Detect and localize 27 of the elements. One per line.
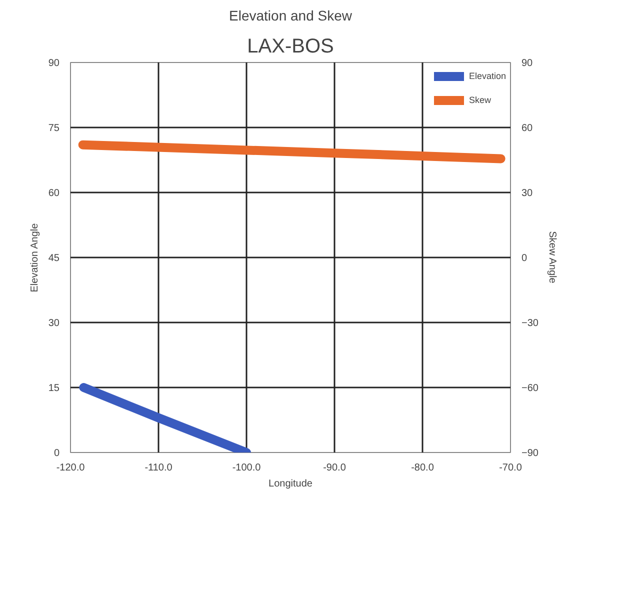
x-tick-label: -80.0 [411,462,434,474]
y-tick-label: 75 [48,123,60,134]
y-tick-label: 60 [48,188,60,199]
y2-tick-label: 90 [522,58,534,69]
y2-tick-label: 30 [522,188,534,199]
y-tick-label: 30 [48,318,60,329]
x-tick-label: -120.0 [56,462,86,474]
chart-title: Elevation and Skew [229,8,353,24]
x-tick-label: -70.0 [499,462,522,474]
y-tick-label: 45 [48,253,60,264]
x-tick-label: -110.0 [144,462,173,474]
legend-label: Elevation [468,71,506,81]
y-tick-label: 0 [54,448,60,459]
y2-tick-label: 0 [522,253,528,264]
y-tick-label: 90 [48,58,60,69]
y-axis-title: Elevation Angle [29,222,40,292]
x-axis-title: Longitude [268,478,313,490]
x-tick-label: -90.0 [323,462,346,474]
y2-tick-label: −60 [522,383,539,394]
legend-label: Skew [468,95,491,105]
y2-tick-label: −30 [522,318,539,329]
y2-tick-label: −90 [522,448,539,459]
chart-subtitle: LAX-BOS [247,36,334,58]
x-tick-label: -100.0 [232,462,262,474]
y2-axis-title: Skew Angle [546,231,558,284]
y-tick-label: 15 [48,383,60,394]
y2-tick-label: 60 [522,123,534,134]
